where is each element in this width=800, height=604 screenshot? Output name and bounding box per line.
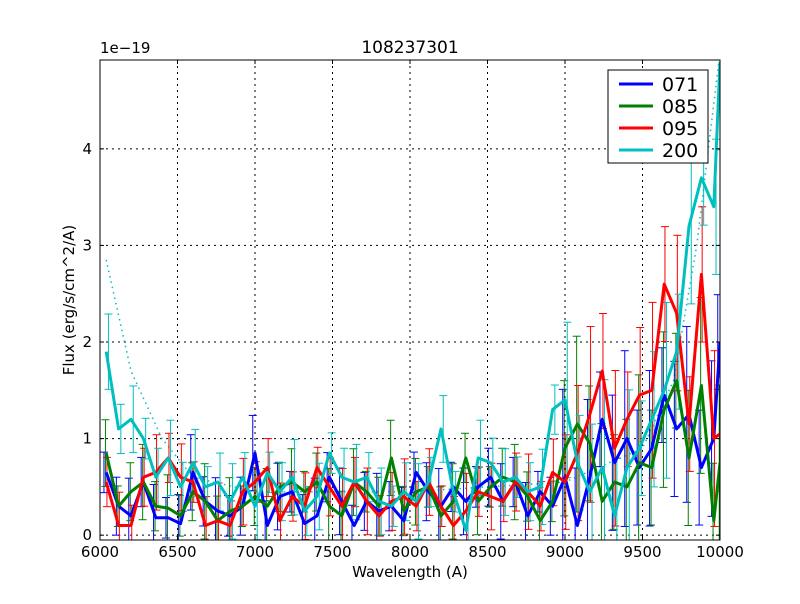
legend-label-200: 200: [662, 140, 698, 162]
x-tick-label: 9000: [546, 543, 584, 561]
plot-area: [100, 60, 720, 540]
x-tick-label: 7000: [236, 543, 274, 561]
legend-label-095: 095: [662, 118, 698, 140]
legend-label-085: 085: [662, 96, 698, 118]
series-line-200: [104, 61, 720, 532]
x-tick-label: 10000: [696, 543, 744, 561]
y-axis-label: Flux (erg/s/cm^2/A): [60, 225, 78, 376]
errorbars-200: [104, 130, 720, 540]
y-tick-label: 0: [82, 526, 92, 544]
series-line-071: [104, 341, 720, 528]
x-tick-label: 8000: [391, 543, 429, 561]
x-tick-label: 9500: [623, 543, 661, 561]
chart-title: 108237301: [361, 38, 458, 58]
y-tick-label: 1: [82, 430, 92, 448]
y-tick-label: 3: [82, 236, 92, 254]
y-tick-label: 4: [82, 140, 92, 158]
y-offset-label: 1e−19: [100, 39, 150, 57]
y-tick-label: 2: [82, 333, 92, 351]
x-tick-label: 8500: [468, 543, 506, 561]
legend-label-071: 071: [662, 74, 698, 96]
series-line-095: [104, 272, 720, 528]
ticks: 6000 6500 7000 7500 8000 8500 9000 9500 10000 0 1 2…: [81, 60, 744, 561]
x-tick-label: 7500: [313, 543, 351, 561]
x-tick-label: 6000: [81, 543, 119, 561]
x-axis-label: Wavelength (A): [352, 563, 468, 581]
x-tick-label: 6500: [158, 543, 196, 561]
